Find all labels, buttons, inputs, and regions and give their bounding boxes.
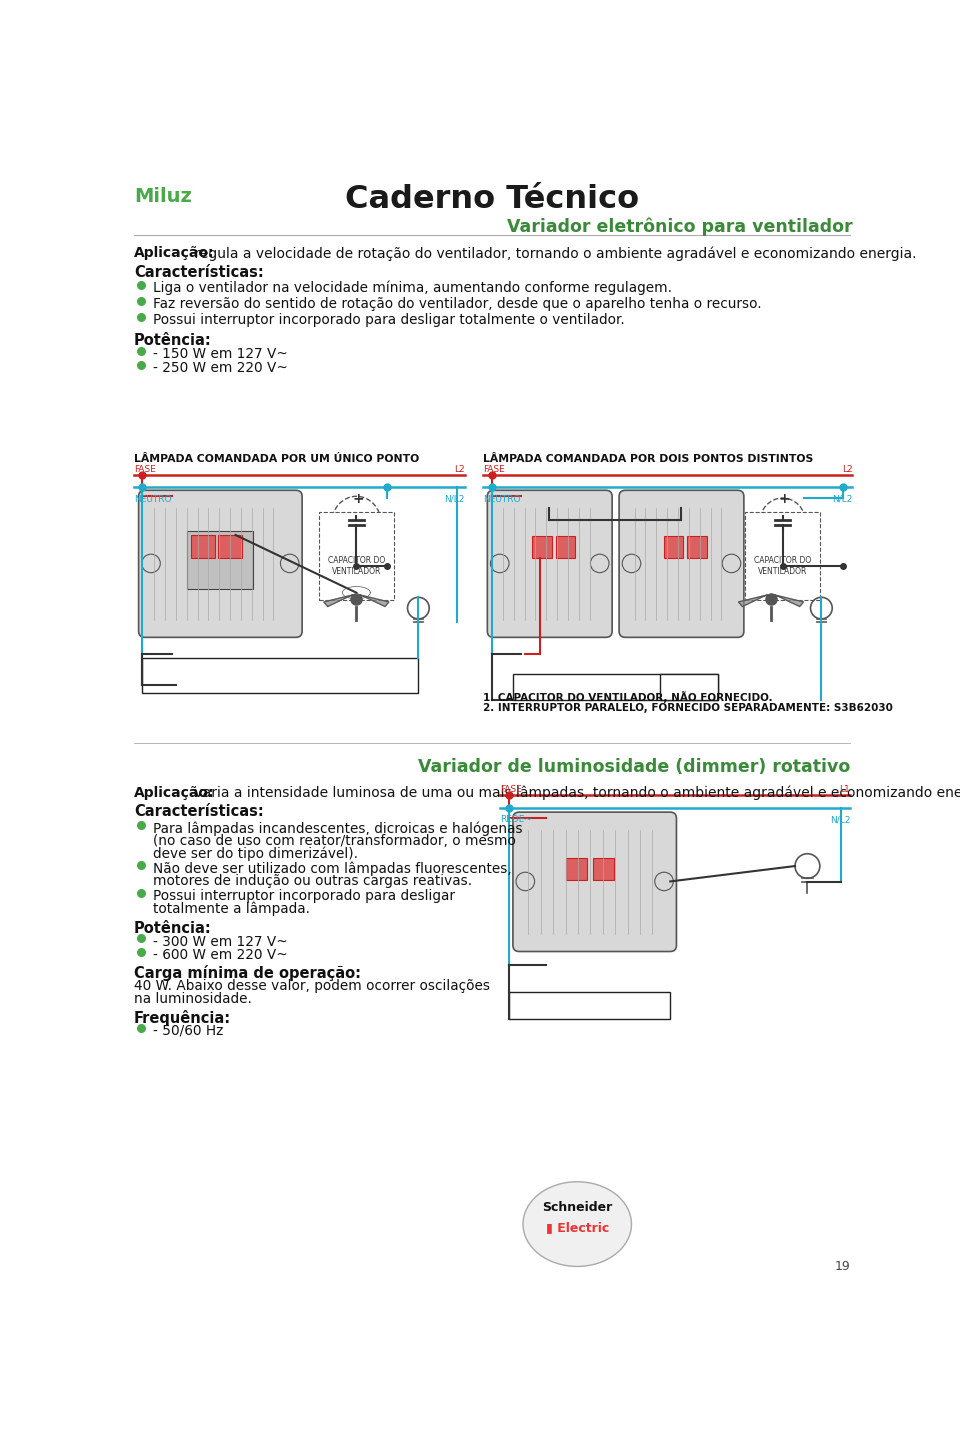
Text: totalmente a lâmpada.: totalmente a lâmpada. [153,901,309,916]
Text: Variador de luminosidade (dimmer) rotativo: Variador de luminosidade (dimmer) rotati… [418,758,850,776]
FancyBboxPatch shape [138,490,302,637]
Text: N/L2: N/L2 [832,495,852,503]
FancyBboxPatch shape [488,490,612,637]
Text: FASE: FASE [134,466,156,474]
Text: Para lâmpadas incandescentes, dicroicas e halógenas: Para lâmpadas incandescentes, dicroicas … [153,822,522,836]
Bar [513,673,718,701]
Text: L2: L2 [454,466,465,474]
Text: Frequência:: Frequência: [134,1009,231,1027]
Text: - 600 W em 220 V~: - 600 W em 220 V~ [153,949,287,962]
Text: 2. INTERRUPTOR PARALELO, FORNECIDO SEPARADAMENTE: S3B62030: 2. INTERRUPTOR PARALELO, FORNECIDO SEPAR… [483,702,893,712]
Text: +: + [352,493,364,506]
Text: CAPACITOR DO
VENTILADOR: CAPACITOR DO VENTILADOR [327,555,385,575]
Bar [592,858,614,880]
Text: Miluz: Miluz [134,187,192,206]
Polygon shape [775,596,804,607]
Text: Liga o ventilador na velocidade mínima, aumentando conforme regulagem.: Liga o ventilador na velocidade mínima, … [153,281,672,296]
Polygon shape [738,596,767,607]
Text: regula a velocidade de rotação do ventilador, tornando o ambiente agradável e ec: regula a velocidade de rotação do ventil… [190,247,916,261]
Bar [191,535,214,558]
Text: LÂMPADA COMANDADA POR UM ÚNICO PONTO: LÂMPADA COMANDADA POR UM ÚNICO PONTO [134,454,420,464]
Text: N/L2: N/L2 [444,495,465,503]
Bar [509,992,670,1018]
Text: +: + [779,493,790,506]
Text: Caderno Técnico: Caderno Técnico [345,183,639,215]
Bar [142,658,419,692]
Text: motores de indução ou outras cargas reativas.: motores de indução ou outras cargas reat… [153,874,471,888]
Text: - 50/60 Hz: - 50/60 Hz [153,1024,223,1038]
Bar [687,536,707,558]
Text: 19: 19 [834,1260,850,1273]
Text: na luminosidade.: na luminosidade. [134,992,252,1005]
Text: FASE: FASE [483,466,504,474]
Bar [532,536,552,558]
Text: - 300 W em 127 V~: - 300 W em 127 V~ [153,934,287,949]
Text: (no caso de uso com reator/transformador, o mesmo: (no caso de uso com reator/transformador… [153,833,516,848]
Polygon shape [324,596,352,607]
Text: L1: L1 [839,786,850,795]
Text: - 150 W em 127 V~: - 150 W em 127 V~ [153,348,287,360]
Text: Aplicação:: Aplicação: [134,247,214,260]
Text: REDE~: REDE~ [500,815,532,825]
FancyBboxPatch shape [619,490,744,637]
FancyBboxPatch shape [745,512,820,600]
Bar [219,535,242,558]
Bar [664,536,684,558]
Text: Possui interruptor incorporado para desligar totalmente o ventilador.: Possui interruptor incorporado para desl… [153,313,624,327]
Bar [556,536,575,558]
Text: L2: L2 [842,466,852,474]
Bar [565,858,588,880]
Text: N/L2: N/L2 [829,815,850,825]
FancyBboxPatch shape [319,512,394,600]
Text: LÂMPADA COMANDADA POR DOIS PONTOS DISTINTOS: LÂMPADA COMANDADA POR DOIS PONTOS DISTIN… [483,454,813,464]
Text: Variador eletrônico para ventilador: Variador eletrônico para ventilador [507,218,852,236]
Text: Faz reversão do sentido de rotação do ventilador, desde que o aparelho tenha o r: Faz reversão do sentido de rotação do ve… [153,297,761,311]
Text: Carga mínima de operação:: Carga mínima de operação: [134,965,361,982]
Text: varia a intensidade luminosa de uma ou mais lâmpadas, tornando o ambiente agradá: varia a intensidade luminosa de uma ou m… [190,786,960,800]
Text: Potência:: Potência: [134,920,212,936]
FancyBboxPatch shape [513,812,677,952]
Text: NEUTRO: NEUTRO [134,495,172,503]
Text: Não deve ser utilizado com lâmpadas fluorescentes,: Não deve ser utilizado com lâmpadas fluo… [153,861,512,875]
Text: Aplicação:: Aplicação: [134,786,214,800]
Text: FASE: FASE [500,786,521,795]
Ellipse shape [523,1182,632,1266]
Text: NEUTRO: NEUTRO [483,495,520,503]
Text: 40 W. Abaixo desse valor, podem ocorrer oscilações: 40 W. Abaixo desse valor, podem ocorrer … [134,979,490,994]
Text: CAPACITOR DO
VENTILADOR: CAPACITOR DO VENTILADOR [754,555,811,575]
Text: Possui interruptor incorporado para desligar: Possui interruptor incorporado para desl… [153,890,454,903]
Text: Schneider: Schneider [542,1201,612,1214]
Bar [187,531,253,588]
Text: Características:: Características: [134,265,264,280]
Text: 1. CAPACITOR DO VENTILADOR, NÃO FORNECIDO.: 1. CAPACITOR DO VENTILADOR, NÃO FORNECID… [483,691,773,702]
Text: deve ser do tipo dimerizável).: deve ser do tipo dimerizável). [153,846,357,861]
Text: Potência:: Potência: [134,333,212,348]
Bar [660,673,718,701]
Text: - 250 W em 220 V~: - 250 W em 220 V~ [153,360,287,375]
Polygon shape [360,596,389,607]
Text: Características:: Características: [134,805,264,819]
Text: ▮ Electric: ▮ Electric [545,1221,609,1234]
